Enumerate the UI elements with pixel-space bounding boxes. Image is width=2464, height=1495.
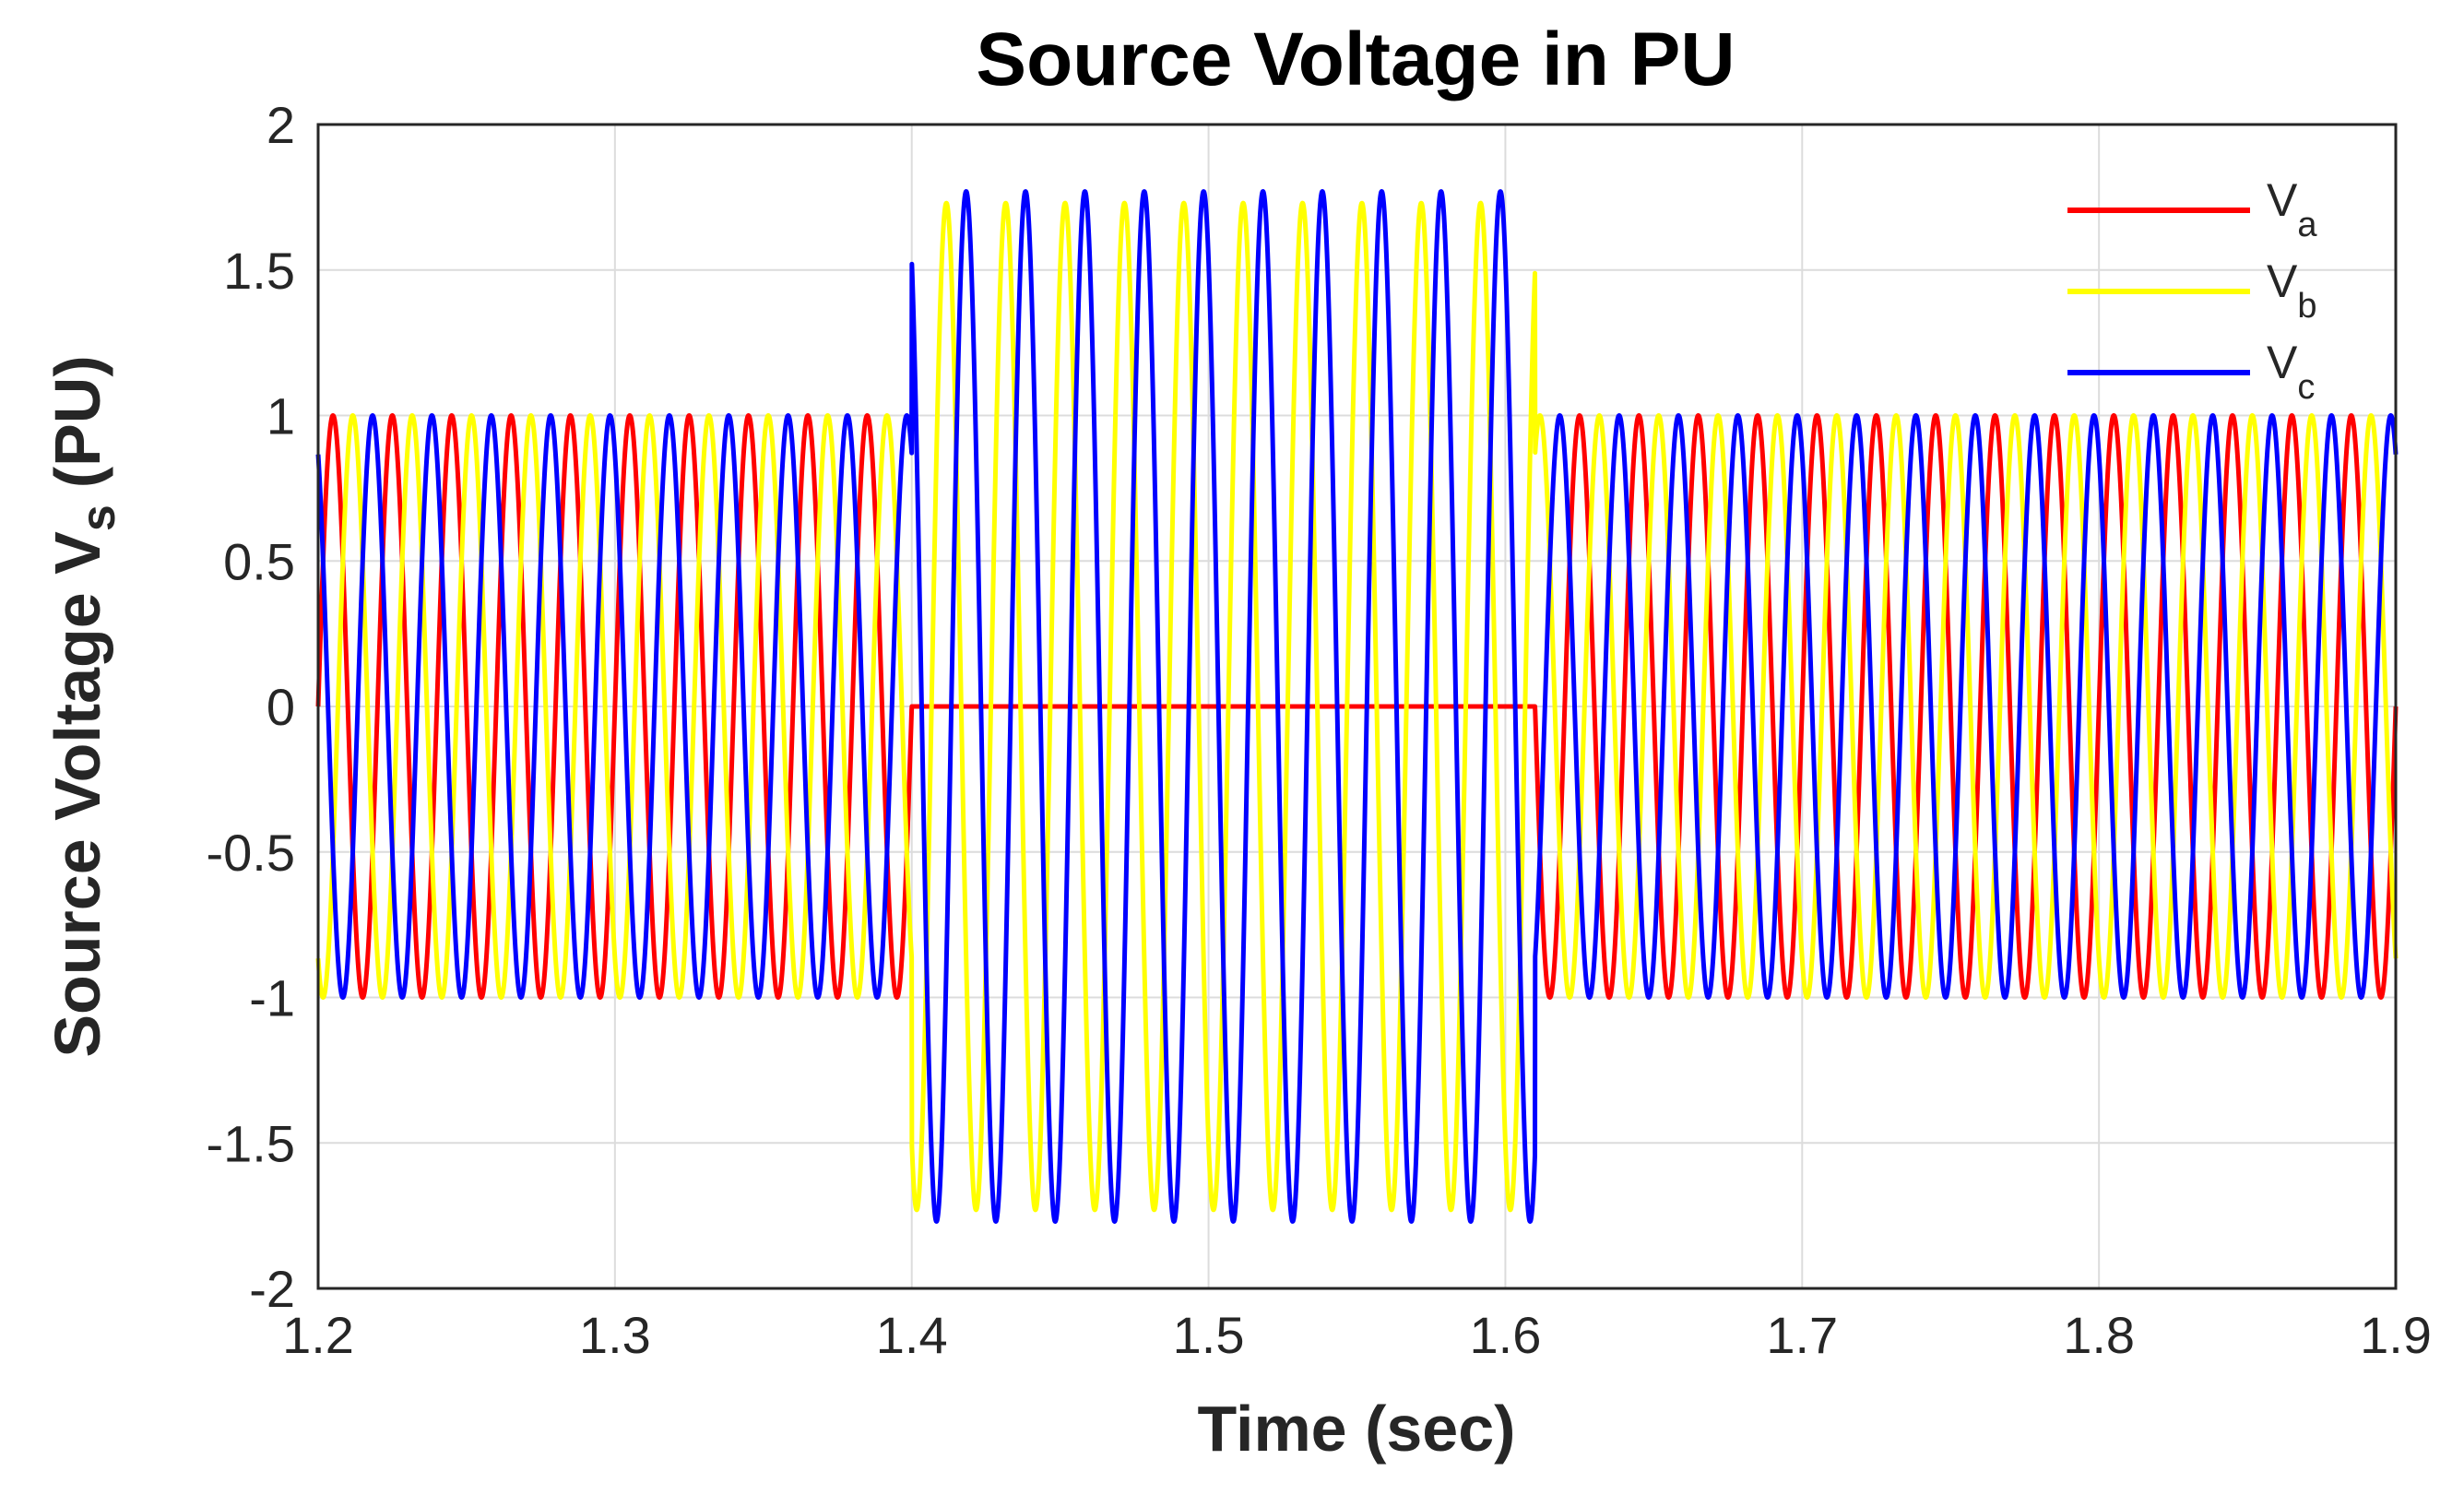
y-tick-label: 2 [267,96,295,154]
y-tick-labels: 2 1.5 1 0.5 0 -0.5 -1 -1.5 -2 [207,96,296,1318]
x-tick-label: 1.7 [1766,1306,1838,1364]
series-group [315,189,2399,1224]
x-tick-label: 1.5 [1173,1306,1245,1364]
plot-area-frame [316,123,2398,1290]
chart-title: Source Voltage in PU [976,18,1735,101]
y-tick-label: 0 [267,678,295,736]
y-axis-title-suffix: (PU) [41,355,113,488]
y-tick-label: -1 [249,969,295,1027]
y-tick-label: -0.5 [207,824,296,882]
x-axis-title: Time (sec) [1198,1393,1516,1465]
x-tick-label: 1.2 [282,1306,354,1364]
legend-label-vb: Vb [2267,255,2317,326]
legend: Va Vb Vc [2067,174,2317,407]
x-tick-label: 1.3 [579,1306,651,1364]
y-axis-title-subscript: s [72,504,125,531]
y-tick-label: 1 [267,387,295,445]
y-axis-title-main: Source Voltage V [41,531,113,1058]
series-line-vc [315,189,2399,1224]
x-tick-label: 1.6 [1469,1306,1541,1364]
y-axis-title: Source Voltage Vs (PU) [41,355,125,1057]
x-tick-label: 1.8 [2063,1306,2135,1364]
y-tick-label: -1.5 [207,1114,296,1172]
legend-label-va: Va [2267,174,2317,244]
series-line-vb [315,200,2399,1213]
x-tick-label: 1.4 [876,1306,948,1364]
legend-label-vc: Vc [2267,337,2315,407]
x-tick-label: 1.9 [2360,1306,2432,1364]
y-tick-label: -2 [249,1260,295,1318]
x-tick-labels: 1.2 1.3 1.4 1.5 1.6 1.7 1.8 1.9 [282,1306,2432,1364]
series-line-va [315,413,2399,1000]
y-tick-label: 0.5 [223,532,295,590]
y-tick-label: 1.5 [223,242,295,300]
